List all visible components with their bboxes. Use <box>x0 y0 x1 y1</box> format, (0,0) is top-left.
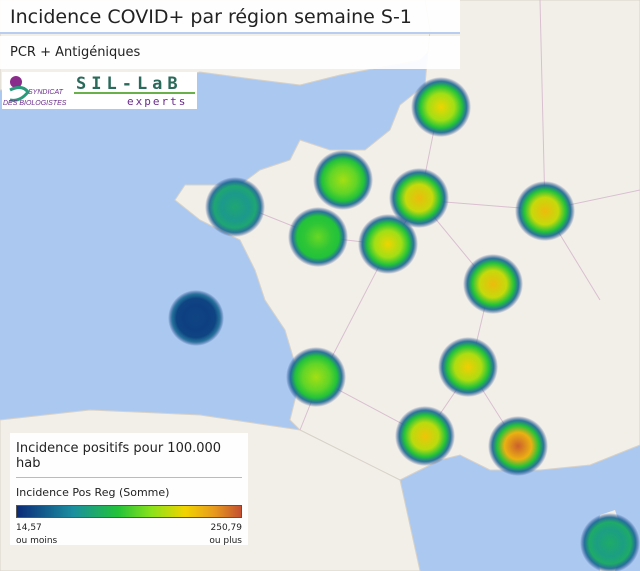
heat-blob-auvergne-rho-ne-alpes[interactable] <box>438 337 498 397</box>
svg-text:SYNDICAT: SYNDICAT <box>28 89 64 96</box>
heat-blob-grand-est[interactable] <box>515 181 575 241</box>
page-subtitle: PCR + Antigéniques <box>0 36 460 69</box>
heat-blob-provence-alpes-co-te-d-azur[interactable] <box>488 416 548 476</box>
heat-blob-i-le-de-france[interactable] <box>389 168 449 228</box>
page-title: Incidence COVID+ par région semaine S-1 <box>0 0 460 34</box>
legend-min-value: 14,57 <box>16 523 42 533</box>
legend-title: Incidence positifs pour 100.000 hab <box>16 441 242 478</box>
legend-field: Incidence Pos Reg (Somme) <box>16 486 170 499</box>
heat-blob-occitanie[interactable] <box>395 406 455 466</box>
svg-text:experts: experts <box>127 95 187 108</box>
legend-max-value: 250,79 <box>210 523 243 533</box>
svg-text:SIL-LaB: SIL-LaB <box>76 74 183 94</box>
sil-lab-experts-logo: SIL-LaB experts <box>72 72 197 109</box>
svg-text:DES BIOLOGISTES: DES BIOLOGISTES <box>3 100 67 107</box>
color-scale-bar <box>16 505 242 518</box>
heat-blob-pays-de-la-loire[interactable] <box>288 207 348 267</box>
heat-blob-corse[interactable] <box>580 513 640 571</box>
legend-min-note: ou moins <box>16 536 58 546</box>
heat-blob-normandie[interactable] <box>313 150 373 210</box>
heat-blob-nouvelle-aquitaine[interactable] <box>286 347 346 407</box>
heat-blob-bourgogne-franche-comte-[interactable] <box>463 254 523 314</box>
heat-blob-bretagne[interactable] <box>205 177 265 237</box>
heat-blob-outre-mer[interactable] <box>168 290 224 346</box>
legend-panel: Incidence positifs pour 100.000 hab Inci… <box>10 433 248 546</box>
legend-max-note: ou plus <box>209 536 242 546</box>
heat-blob-centre-val-de-loire[interactable] <box>358 214 418 274</box>
syndicat-biologistes-logo: SYNDICAT DES BIOLOGISTES <box>2 72 72 109</box>
heat-blob-hauts-de-france[interactable] <box>411 77 471 137</box>
